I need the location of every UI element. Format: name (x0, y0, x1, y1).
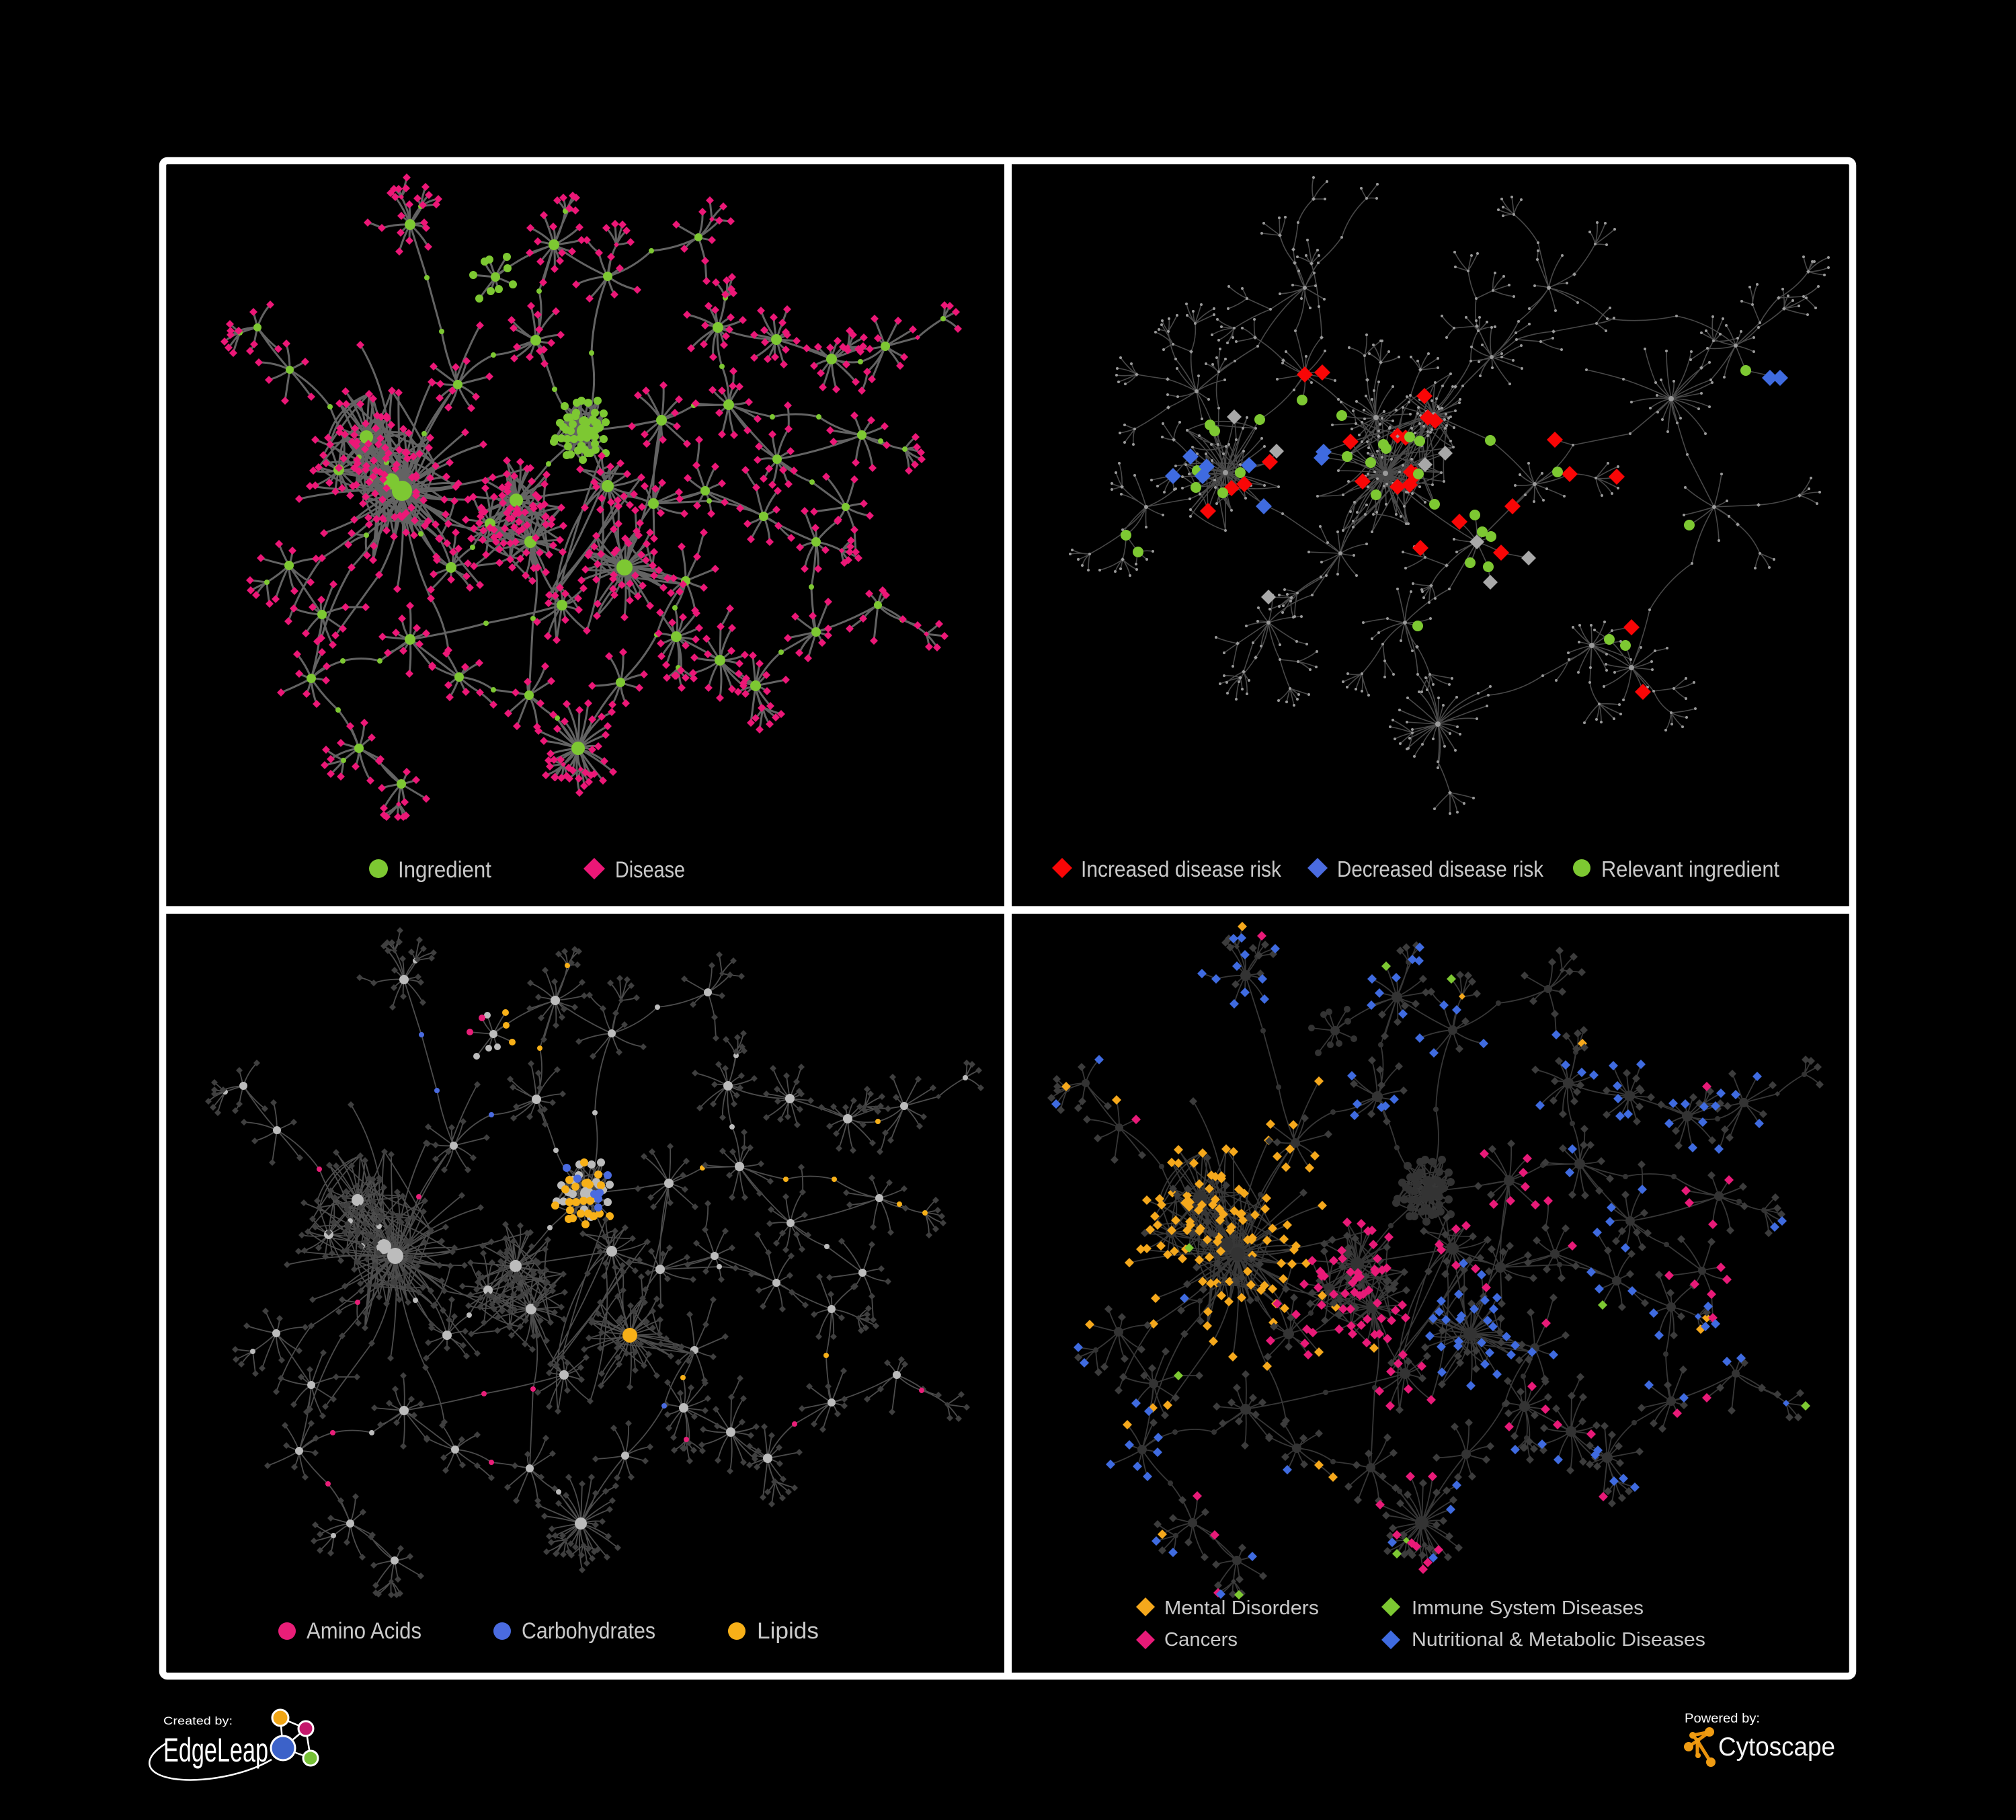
svg-text:Disease: Disease (615, 857, 685, 883)
svg-text:Lipids: Lipids (757, 1618, 819, 1644)
svg-text:EdgeLeap: EdgeLeap (163, 1731, 268, 1769)
svg-text:Relevant ingredient: Relevant ingredient (1601, 857, 1779, 881)
svg-text:Ingredient: Ingredient (398, 857, 491, 883)
svg-text:Mental Disorders: Mental Disorders (1164, 1597, 1319, 1619)
svg-text:Amino Acids: Amino Acids (307, 1618, 421, 1644)
svg-text:Immune System Diseases: Immune System Diseases (1412, 1597, 1644, 1619)
svg-text:Created by:: Created by: (163, 1714, 233, 1727)
svg-text:Increased disease risk: Increased disease risk (1081, 857, 1281, 881)
svg-text:Cytoscape: Cytoscape (1718, 1733, 1835, 1762)
svg-text:Carbohydrates: Carbohydrates (522, 1618, 655, 1644)
svg-text:Nutritional & Metabolic Diseas: Nutritional & Metabolic Diseases (1412, 1629, 1705, 1651)
svg-text:Powered by:: Powered by: (1685, 1712, 1760, 1726)
svg-text:Cancers: Cancers (1164, 1629, 1238, 1651)
svg-text:Decreased disease risk: Decreased disease risk (1337, 857, 1543, 881)
